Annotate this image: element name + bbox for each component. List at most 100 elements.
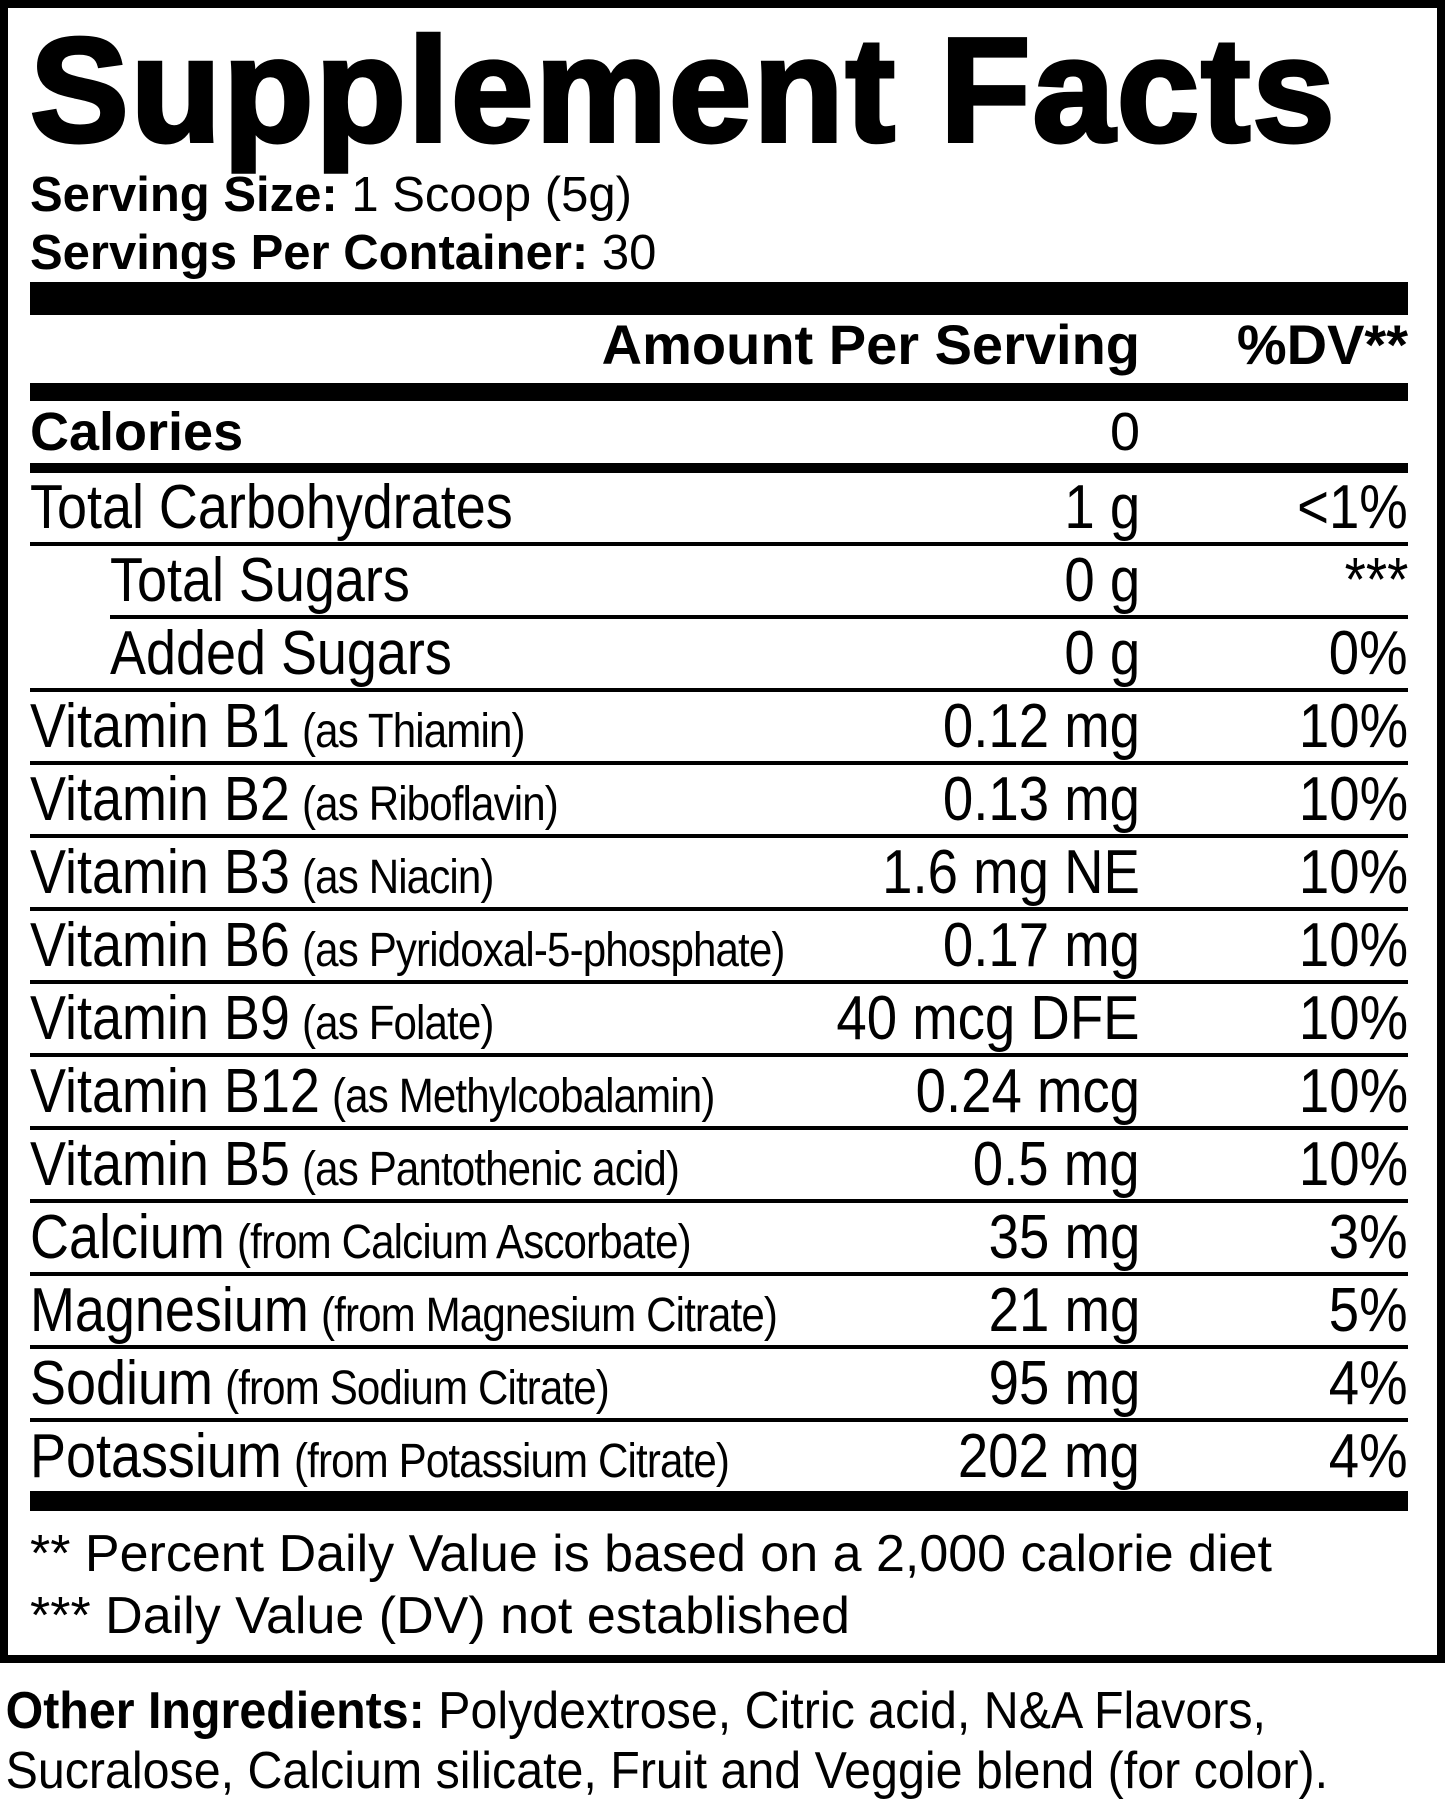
nutrient-source: (as Methylcobalamin)	[332, 1069, 715, 1123]
nutrient-amount: 0 g	[1064, 619, 1140, 688]
nutrient-row-magnesium: Magnesium (from Magnesium Citrate) 21 mg …	[30, 1276, 1408, 1345]
row-divider	[30, 907, 1408, 911]
nutrient-row-vitamin-b5: Vitamin B5 (as Pantothenic acid) 0.5 mg 1…	[30, 1130, 1408, 1199]
row-divider	[30, 1053, 1408, 1057]
nutrient-row-vitamin-b3: Vitamin B3 (as Niacin) 1.6 mg NE 10%	[30, 838, 1408, 907]
nutrient-source: (from Magnesium Citrate)	[321, 1288, 778, 1342]
row-divider	[30, 1199, 1408, 1203]
nutrient-dv: 3%	[1329, 1203, 1408, 1272]
nutrient-row-vitamin-b2: Vitamin B2 (as Riboflavin) 0.13 mg 10%	[30, 765, 1408, 834]
footnote-dv-not-established: *** Daily Value (DV) not established	[30, 1587, 850, 1645]
column-header-dv: %DV**	[1236, 313, 1408, 376]
supplement-facts-panel: Supplement Facts Serving Size: 1 Scoop (…	[0, 0, 1445, 1663]
nutrient-name: Total Carbohydrates	[30, 473, 513, 542]
nutrient-source: (as Pantothenic acid)	[302, 1142, 680, 1196]
row-divider	[30, 761, 1408, 765]
row-divider	[30, 1126, 1408, 1130]
column-header-row: Amount Per Serving %DV**	[30, 313, 1408, 383]
nutrient-amount: 35 mg	[988, 1203, 1140, 1272]
nutrient-row-vitamin-b12: Vitamin B12 (as Methylcobalamin) 0.24 mcg…	[30, 1057, 1408, 1126]
nutrient-row-vitamin-b1: Vitamin B1 (as Thiamin) 0.12 mg 10%	[30, 692, 1408, 761]
nutrient-source: (as Niacin)	[302, 850, 494, 904]
nutrient-dv: <1%	[1297, 473, 1408, 542]
nutrient-amount: 0.13 mg	[942, 765, 1140, 834]
nutrient-name: Potassium	[30, 1422, 282, 1491]
nutrient-row-added-sugars: Added Sugars 0 g 0%	[30, 619, 1408, 688]
nutrient-name: Vitamin B12	[30, 1057, 320, 1126]
nutrient-dv: 4%	[1329, 1422, 1408, 1491]
nutrient-amount: 0.12 mg	[942, 692, 1140, 761]
nutrient-source: (as Thiamin)	[302, 704, 525, 758]
nutrient-name: Vitamin B3	[30, 838, 290, 907]
nutrient-name: Vitamin B9	[30, 984, 290, 1053]
nutrient-dv: 10%	[1298, 984, 1408, 1053]
nutrient-source: (as Riboflavin)	[302, 777, 559, 831]
nutrient-name: Vitamin B5	[30, 1130, 290, 1199]
nutrient-name: Magnesium	[30, 1276, 309, 1345]
calories-row: Calories 0	[30, 401, 1408, 463]
nutrient-name: Vitamin B2	[30, 765, 290, 834]
nutrient-amount: 0 g	[1064, 546, 1140, 615]
nutrient-name: Sodium	[30, 1349, 213, 1418]
row-divider	[30, 1272, 1408, 1276]
footnotes: ** Percent Daily Value is based on a 2,0…	[30, 1511, 1408, 1647]
nutrient-source: (from Potassium Citrate)	[294, 1434, 730, 1488]
divider-thick-footnotes	[30, 1491, 1408, 1511]
nutrient-dv: 10%	[1298, 911, 1408, 980]
nutrient-source: (as Folate)	[302, 996, 494, 1050]
serving-size-label: Serving Size:	[30, 168, 338, 222]
row-divider	[30, 1345, 1408, 1349]
nutrient-amount: 1 g	[1064, 473, 1140, 542]
nutrient-name: Vitamin B6	[30, 911, 290, 980]
nutrient-dv: 10%	[1298, 692, 1408, 761]
nutrient-row-total-sugars: Total Sugars 0 g ***	[30, 546, 1408, 615]
nutrient-amount: 202 mg	[958, 1422, 1140, 1491]
servings-per-container-value: 30	[601, 226, 657, 280]
nutrient-dv: 5%	[1329, 1276, 1408, 1345]
nutrient-dv: 4%	[1329, 1349, 1408, 1418]
nutrient-amount: 0.24 mcg	[915, 1057, 1140, 1126]
nutrient-row-calcium: Calcium (from Calcium Ascorbate) 35 mg 3%	[30, 1203, 1408, 1272]
nutrient-amount: 95 mg	[988, 1349, 1140, 1418]
calories-label: Calories	[30, 402, 244, 462]
nutrient-dv: 10%	[1298, 838, 1408, 907]
row-divider	[30, 834, 1408, 838]
divider-thick-top	[30, 282, 1408, 315]
nutrient-row-total-carbohydrates: Total Carbohydrates 1 g <1%	[30, 473, 1408, 542]
nutrient-name: Total Sugars	[110, 546, 410, 615]
divider-under-calories	[30, 463, 1408, 473]
nutrient-row-vitamin-b9: Vitamin B9 (as Folate) 40 mcg DFE 10%	[30, 984, 1408, 1053]
row-divider-indented	[110, 615, 1408, 619]
nutrient-dv: 10%	[1298, 765, 1408, 834]
other-ingredients: Other Ingredients: Polydextrose, Citric …	[0, 1681, 1444, 1801]
nutrient-dv: 10%	[1298, 1057, 1408, 1126]
nutrient-row-sodium: Sodium (from Sodium Citrate) 95 mg 4%	[30, 1349, 1408, 1418]
nutrient-name: Vitamin B1	[30, 692, 290, 761]
row-divider	[30, 1418, 1408, 1422]
nutrient-source: (from Sodium Citrate)	[225, 1361, 610, 1415]
nutrient-amount: 0.5 mg	[973, 1130, 1140, 1199]
other-ingredients-text: Polydextrose, Citric acid, N&A Flavors, …	[5, 1682, 1329, 1800]
servings-per-container-label: Servings Per Container:	[30, 226, 589, 280]
nutrient-amount: 21 mg	[988, 1276, 1140, 1345]
nutrient-dv: ***	[1344, 546, 1408, 615]
nutrient-name: Calcium	[30, 1203, 225, 1272]
serving-size-value: 1 Scoop (5g)	[351, 168, 632, 222]
nutrient-amount: 1.6 mg NE	[882, 838, 1140, 907]
column-header-amount: Amount Per Serving	[601, 313, 1140, 376]
calories-amount: 0	[1109, 402, 1140, 462]
row-divider	[30, 542, 1408, 546]
nutrient-row-vitamin-b6: Vitamin B6 (as Pyridoxal-5-phosphate) 0.1…	[30, 911, 1408, 980]
row-divider	[30, 980, 1408, 984]
nutrient-source: (from Calcium Ascorbate)	[237, 1215, 692, 1269]
nutrient-amount: 0.17 mg	[942, 911, 1140, 980]
row-divider	[30, 688, 1408, 692]
nutrient-source: (as Pyridoxal-5-phosphate)	[302, 923, 785, 977]
divider-under-header	[30, 383, 1408, 401]
panel-title: Supplement Facts	[28, 8, 1337, 173]
footnote-percent-dv: ** Percent Daily Value is based on a 2,0…	[30, 1525, 1273, 1583]
servings-per-container-line: Servings Per Container: 30	[30, 224, 1408, 282]
nutrient-dv: 10%	[1298, 1130, 1408, 1199]
other-ingredients-label: Other Ingredients:	[5, 1682, 425, 1740]
